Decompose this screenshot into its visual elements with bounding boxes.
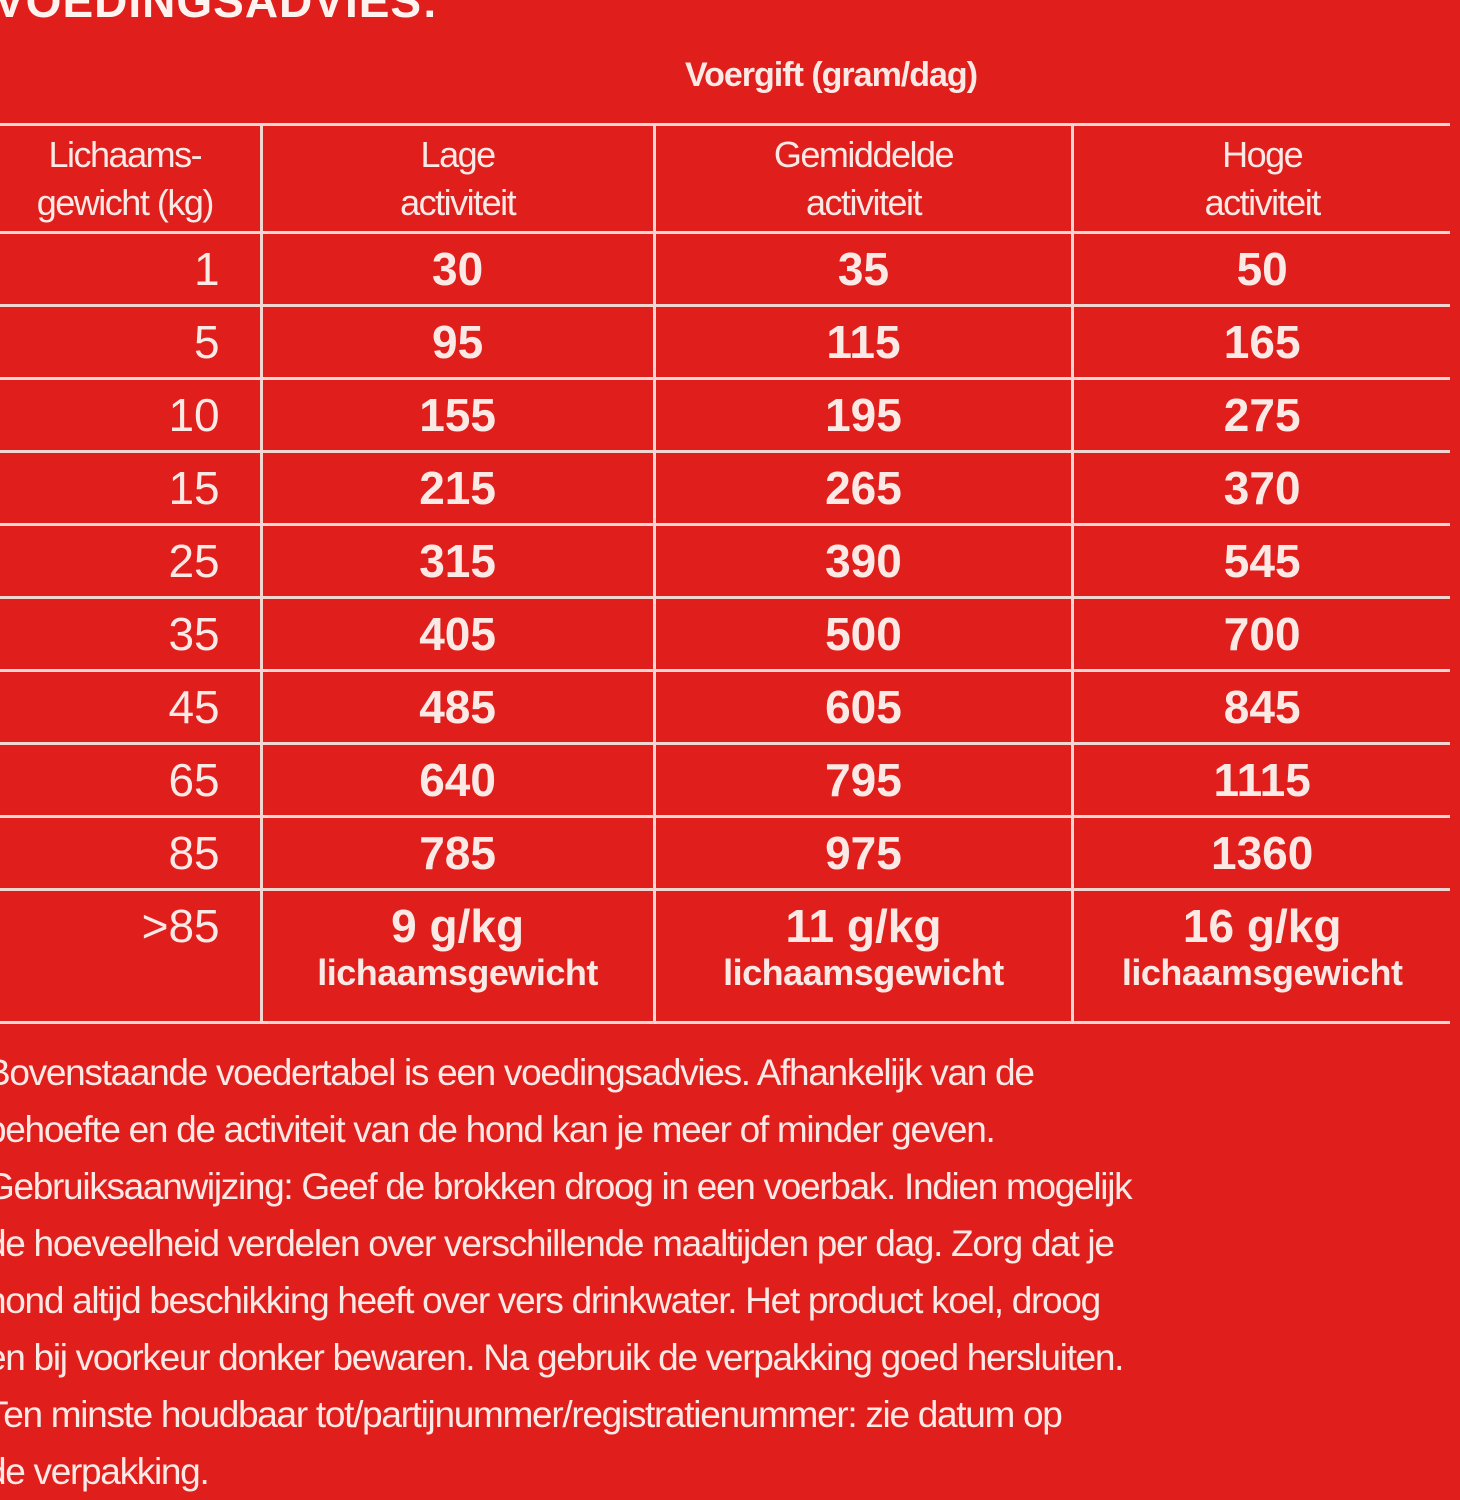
feeding-amount-cell: 405	[259, 596, 656, 672]
feeding-amount-cell: 115	[652, 304, 1075, 380]
table-row: 65 640 795 1115	[0, 742, 1450, 818]
body-weight-cell: >85	[0, 888, 263, 1024]
body-weight-cell: 1	[0, 231, 263, 307]
feeding-amount-cell: 155	[259, 377, 656, 453]
note-line: de verpakking.	[0, 1451, 210, 1492]
body-weight-cell: 15	[0, 450, 263, 526]
note-line: Gebruiksaanwijzing: Geef de brokken droo…	[0, 1166, 1133, 1207]
feeding-amount-cell: 1115	[1071, 742, 1450, 818]
feeding-amount-cell: 485	[259, 669, 656, 745]
amount-per-kg: 9 g/kg	[391, 900, 525, 952]
header-low-activity: Lage activiteit	[259, 123, 656, 234]
feeding-amount-cell: 1360	[1071, 815, 1450, 891]
body-weight-cell: 25	[0, 523, 263, 599]
header-average-activity: Gemiddelde activiteit	[652, 123, 1075, 234]
feeding-amount-cell: 265	[652, 450, 1075, 526]
feeding-amount-cell: 500	[652, 596, 1075, 672]
header-high-activity: Hoge activiteit	[1071, 123, 1450, 234]
feeding-amount-cell: 315	[259, 523, 656, 599]
amount-per-kg: 16 g/kg	[1182, 900, 1342, 952]
amount-unit: lichaamsgewicht	[317, 952, 598, 993]
table-row: >85 9 g/kg lichaamsgewicht 11 g/kg lichaamsg…	[0, 888, 1450, 1024]
feeding-amount-cell: 30	[259, 231, 656, 307]
feeding-amount-cell: 50	[1071, 231, 1450, 307]
table-row: 35 405 500 700	[0, 596, 1450, 672]
body-weight-cell: 85	[0, 815, 263, 891]
amount-unit: lichaamsgewicht	[723, 952, 1004, 993]
table-row: 25 315 390 545	[0, 523, 1450, 599]
body-weight-cell: 45	[0, 669, 263, 745]
table-row: 5 95 115 165	[0, 304, 1450, 380]
feeding-amount-cell: 605	[652, 669, 1075, 745]
feeding-amount-cell: 215	[259, 450, 656, 526]
note-line: Ten minste houdbaar tot/partijnummer/reg…	[0, 1394, 1063, 1435]
body-weight-cell: 10	[0, 377, 263, 453]
table-row: 15 215 265 370	[0, 450, 1450, 526]
note-line: Bovenstaande voedertabel is een voedings…	[0, 1052, 1035, 1093]
table-row: 45 485 605 845	[0, 669, 1450, 745]
feeding-amount-cell: 35	[652, 231, 1075, 307]
note-line: hond altijd beschikking heeft over vers …	[0, 1280, 1101, 1321]
table-row: 10 155 195 275	[0, 377, 1450, 453]
table-row: 1 30 35 50	[0, 231, 1450, 307]
feeding-table: Lichaams-gewicht (kg) Lage activiteit Gem…	[0, 123, 1450, 1024]
feeding-amount-cell: 9 g/kg lichaamsgewicht	[259, 888, 656, 1024]
note-line: behoefte en de activiteit van de hond ka…	[0, 1109, 996, 1150]
table-row: 85 785 975 1360	[0, 815, 1450, 891]
feeding-amount-header: Voergift (gram/dag)	[684, 56, 978, 94]
feeding-amount-cell: 795	[652, 742, 1075, 818]
feeding-amount-cell: 11 g/kg lichaamsgewicht	[652, 888, 1075, 1024]
feeding-amount-cell: 390	[652, 523, 1075, 599]
body-weight-cell: 5	[0, 304, 263, 380]
table-header-row: Lichaams-gewicht (kg) Lage activiteit Gem…	[0, 123, 1450, 234]
feeding-amount-cell: 370	[1071, 450, 1450, 526]
body-weight-cell: 65	[0, 742, 263, 818]
note-line: en bij voorkeur donker bewaren. Na gebru…	[0, 1337, 1124, 1378]
feeding-amount-cell: 700	[1071, 596, 1450, 672]
note-line: de hoeveelheid verdelen over verschillen…	[0, 1223, 1115, 1264]
body-weight-cell: 35	[0, 596, 263, 672]
feeding-amount-cell: 165	[1071, 304, 1450, 380]
usage-notes: Bovenstaande voedertabel is een voedings…	[0, 1044, 1460, 1500]
feeding-amount-cell: 975	[652, 815, 1075, 891]
feeding-amount-cell: 275	[1071, 377, 1450, 453]
section-title: VOEDINGSADVIES:	[0, 0, 439, 27]
feeding-amount-cell: 195	[652, 377, 1075, 453]
feeding-amount-cell: 845	[1071, 669, 1450, 745]
feeding-amount-cell: 785	[259, 815, 656, 891]
amount-per-kg: 11 g/kg	[785, 900, 942, 952]
feeding-amount-cell: 95	[259, 304, 656, 380]
header-body-weight: Lichaams-gewicht (kg)	[0, 123, 263, 234]
feeding-amount-cell: 16 g/kg lichaamsgewicht	[1071, 888, 1450, 1024]
feeding-amount-cell: 640	[259, 742, 656, 818]
feeding-amount-cell: 545	[1071, 523, 1450, 599]
amount-unit: lichaamsgewicht	[1121, 952, 1403, 993]
